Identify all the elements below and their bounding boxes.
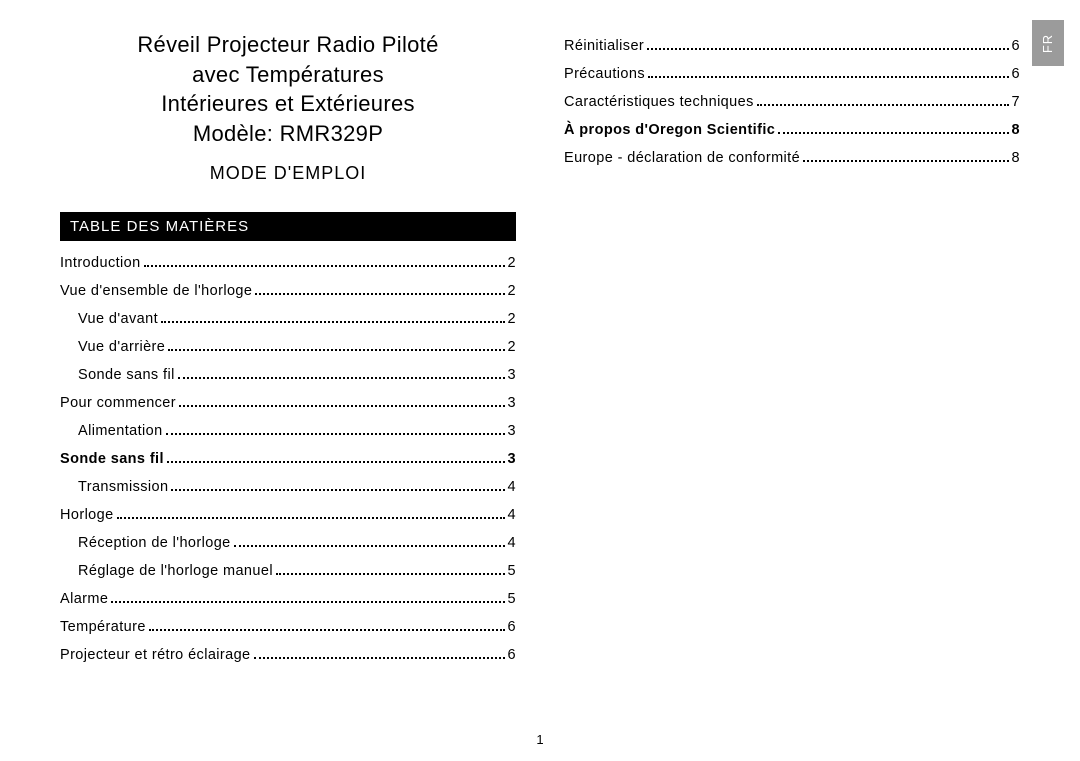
toc-entry: Transmission 4	[60, 479, 516, 495]
toc-dots	[648, 76, 1009, 78]
toc-dots	[178, 377, 505, 379]
language-tab-label: FR	[1041, 33, 1056, 52]
toc-entry: Sonde sans fil 3	[60, 451, 516, 467]
toc-entry-label: Réinitialiser	[564, 38, 644, 54]
toc-dots	[171, 489, 504, 491]
toc-entry: Horloge 4	[60, 507, 516, 523]
toc-dots	[179, 405, 505, 407]
toc-entry-label: Horloge	[60, 507, 114, 523]
toc-entry-page: 5	[508, 591, 516, 607]
toc-entry-page: 7	[1012, 94, 1020, 110]
subtitle: MODE D'EMPLOI	[60, 163, 516, 184]
title-block: Réveil Projecteur Radio Piloté avec Temp…	[60, 30, 516, 184]
toc-entry-label: Caractéristiques techniques	[564, 94, 754, 110]
toc-entry-page: 3	[508, 367, 516, 383]
toc-entry: Alarme 5	[60, 591, 516, 607]
toc-header: TABLE DES MATIÈRES	[60, 212, 516, 241]
toc-entry-page: 4	[508, 507, 516, 523]
toc-dots	[161, 321, 505, 323]
toc-entry-label: Vue d'arrière	[78, 339, 165, 355]
toc-entry-label: Introduction	[60, 255, 141, 271]
toc-entry: Vue d'ensemble de l'horloge 2	[60, 283, 516, 299]
toc-entry-label: Alarme	[60, 591, 108, 607]
toc-entry-label: Température	[60, 619, 146, 635]
toc-dots	[168, 349, 504, 351]
toc-entry-page: 2	[508, 339, 516, 355]
toc-entry-label: Europe - déclaration de conformité	[564, 150, 800, 166]
toc-entry: Pour commencer 3	[60, 395, 516, 411]
toc-dots	[803, 160, 1008, 162]
toc-entry-label: Transmission	[78, 479, 168, 495]
toc-dots	[234, 545, 505, 547]
toc-dots	[167, 461, 505, 463]
toc-dots	[647, 48, 1008, 50]
toc-entry-page: 2	[508, 255, 516, 271]
toc-entry: Europe - déclaration de conformité 8	[564, 150, 1020, 166]
toc-entry-label: Réglage de l'horloge manuel	[78, 563, 273, 579]
toc-entry-page: 2	[508, 283, 516, 299]
toc-entry-page: 6	[508, 647, 516, 663]
toc-dots	[255, 293, 504, 295]
toc-entry-label: Réception de l'horloge	[78, 535, 231, 551]
language-tab: FR	[1032, 20, 1064, 66]
toc-entry-page: 3	[508, 395, 516, 411]
toc-entry-page: 5	[508, 563, 516, 579]
page-content: Réveil Projecteur Radio Piloté avec Temp…	[60, 30, 1020, 741]
toc-entry: Caractéristiques techniques 7	[564, 94, 1020, 110]
toc-entry-page: 8	[1012, 150, 1020, 166]
toc-entry-label: Projecteur et rétro éclairage	[60, 647, 251, 663]
toc-dots	[144, 265, 505, 267]
toc-entry-page: 6	[1012, 38, 1020, 54]
toc-entry: Température 6	[60, 619, 516, 635]
toc-entry: Vue d'arrière 2	[60, 339, 516, 355]
toc-entry-page: 4	[508, 535, 516, 551]
toc-list-right: Réinitialiser 6Précautions 6Caractéristi…	[564, 38, 1020, 166]
toc-entry-page: 8	[1012, 122, 1020, 138]
toc-entry-label: Alimentation	[78, 423, 163, 439]
toc-entry: Sonde sans fil 3	[60, 367, 516, 383]
toc-dots	[149, 629, 505, 631]
title-line-1: Réveil Projecteur Radio Piloté	[60, 30, 516, 60]
toc-dots	[254, 657, 505, 659]
toc-entry: Réinitialiser 6	[564, 38, 1020, 54]
toc-entry: À propos d'Oregon Scientific 8	[564, 122, 1020, 138]
toc-entry-page: 2	[508, 311, 516, 327]
toc-entry: Réglage de l'horloge manuel 5	[60, 563, 516, 579]
toc-entry-label: Vue d'avant	[78, 311, 158, 327]
left-column: Réveil Projecteur Radio Piloté avec Temp…	[60, 30, 516, 741]
right-column: Réinitialiser 6Précautions 6Caractéristi…	[564, 30, 1020, 741]
page-number: 1	[536, 732, 543, 747]
title-line-3: Intérieures et Extérieures	[60, 89, 516, 119]
toc-dots	[166, 433, 505, 435]
toc-entry-page: 3	[508, 451, 516, 467]
toc-entry: Réception de l'horloge 4	[60, 535, 516, 551]
toc-dots	[111, 601, 504, 603]
toc-dots	[757, 104, 1009, 106]
toc-entry-label: Vue d'ensemble de l'horloge	[60, 283, 252, 299]
toc-entry-label: Sonde sans fil	[78, 367, 175, 383]
toc-entry: Précautions 6	[564, 66, 1020, 82]
toc-dots	[276, 573, 505, 575]
toc-entry: Projecteur et rétro éclairage 6	[60, 647, 516, 663]
toc-entry-page: 6	[508, 619, 516, 635]
toc-entry-label: Pour commencer	[60, 395, 176, 411]
toc-entry-page: 3	[508, 423, 516, 439]
toc-entry-label: À propos d'Oregon Scientific	[564, 122, 775, 138]
title-line-2: avec Températures	[60, 60, 516, 90]
toc-entry-label: Précautions	[564, 66, 645, 82]
title-line-4: Modèle: RMR329P	[60, 119, 516, 149]
toc-entry: Introduction 2	[60, 255, 516, 271]
toc-dots	[778, 132, 1008, 134]
toc-entry-page: 4	[508, 479, 516, 495]
toc-entry-page: 6	[1012, 66, 1020, 82]
toc-entry: Vue d'avant 2	[60, 311, 516, 327]
toc-entry: Alimentation 3	[60, 423, 516, 439]
toc-entry-label: Sonde sans fil	[60, 451, 164, 467]
toc-list-left: Introduction 2Vue d'ensemble de l'horlog…	[60, 255, 516, 663]
toc-dots	[117, 517, 505, 519]
